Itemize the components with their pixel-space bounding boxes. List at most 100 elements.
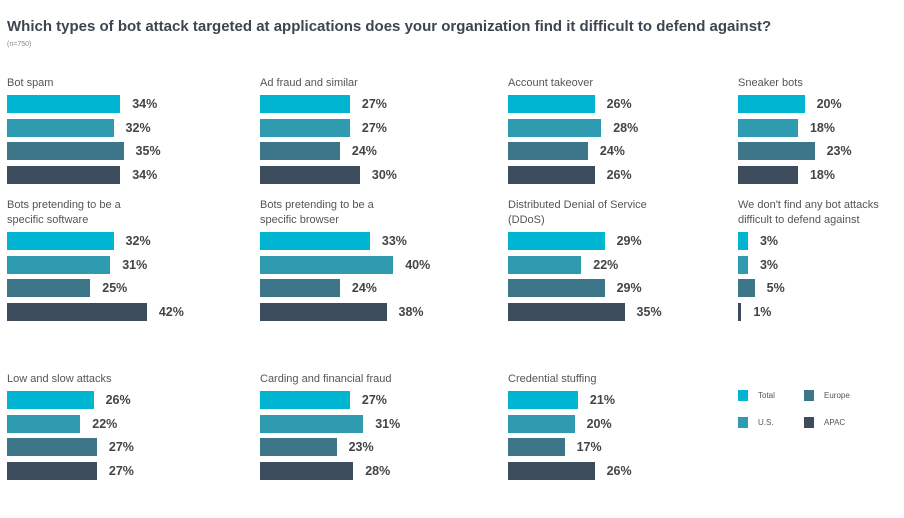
bar-europe — [508, 438, 565, 456]
bar-row: 24% — [260, 279, 480, 297]
panel-label: Bot spam — [7, 77, 54, 89]
panel-label: Sneaker bots — [738, 77, 803, 89]
bar-apac — [260, 302, 387, 321]
chart-title: Which types of bot attack targeted at ap… — [7, 18, 772, 35]
bar-row: 24% — [508, 142, 728, 160]
bar-row: 32% — [7, 118, 227, 137]
data-label: 40% — [405, 257, 431, 272]
panel: Sneaker bots 20% 18% 23% 18% — [738, 59, 904, 189]
data-label: 24% — [351, 281, 377, 295]
data-label: 26% — [105, 393, 131, 407]
data-label: 26% — [606, 97, 632, 111]
panel: Bots pretending to be a specific browser… — [260, 196, 480, 326]
data-label: 25% — [102, 281, 128, 295]
bar-europe — [260, 142, 340, 160]
data-label: 26% — [606, 463, 632, 478]
bar-apac — [508, 302, 625, 321]
bar-us — [260, 255, 394, 274]
bar-total — [7, 232, 114, 250]
panel-label: Distributed Denial of Service (DDoS) — [508, 199, 647, 226]
legend: Total Europe U.S. APAC — [738, 390, 888, 428]
bar-row: 21% — [508, 391, 728, 409]
data-label: 27% — [108, 440, 134, 454]
bar-apac — [7, 461, 97, 480]
bar-row: 5% — [738, 279, 904, 297]
data-label: 1% — [753, 304, 772, 319]
bar-row: 27% — [260, 118, 480, 137]
bar-row: 27% — [260, 95, 480, 113]
data-label: 17% — [576, 440, 602, 454]
bar-row: 29% — [508, 232, 728, 250]
panel: Distributed Denial of Service (DDoS) 29% 2… — [508, 196, 728, 326]
bar-us — [508, 118, 602, 137]
legend-label: APAC — [824, 418, 846, 427]
data-label: 24% — [351, 144, 377, 158]
data-label: 26% — [606, 167, 632, 182]
bar-row: 38% — [260, 302, 480, 321]
bar-row: 22% — [7, 414, 227, 433]
data-label: 23% — [348, 440, 374, 454]
bar-total — [738, 232, 748, 250]
data-label: 27% — [361, 393, 387, 407]
bar-row: 23% — [260, 438, 480, 456]
bar-total — [508, 95, 595, 113]
data-label: 22% — [92, 416, 118, 431]
data-label: 42% — [158, 304, 184, 319]
bar-row: 27% — [260, 391, 480, 409]
bar-row: 3% — [738, 255, 904, 274]
bar-apac — [260, 461, 354, 480]
sample-size: (n=750) — [7, 41, 32, 48]
bar-apac — [508, 461, 595, 480]
bar-europe — [738, 279, 755, 297]
panel: We don't find any bot attacks difficult … — [738, 196, 904, 326]
bar-us — [7, 118, 114, 137]
bar-europe — [508, 142, 588, 160]
bar-row: 31% — [260, 414, 480, 433]
data-label: 18% — [809, 120, 835, 135]
bar-row: 25% — [7, 279, 227, 297]
data-label: 33% — [381, 234, 407, 248]
data-label: 5% — [766, 281, 785, 295]
bar-europe — [508, 279, 605, 297]
data-label: 32% — [125, 234, 151, 248]
data-label: 20% — [816, 97, 842, 111]
bar-europe — [738, 142, 815, 160]
data-label: 29% — [616, 281, 642, 295]
panel-label: Bots pretending to be a specific browser — [260, 199, 374, 226]
bar-total — [508, 232, 605, 250]
bar-europe — [7, 279, 91, 297]
bar-row: 28% — [260, 461, 480, 480]
bar-row: 17% — [508, 438, 728, 456]
bar-us — [508, 255, 582, 274]
bar-row: 26% — [508, 461, 728, 480]
bar-us — [738, 118, 798, 137]
bar-row: 40% — [260, 255, 480, 274]
data-label: 21% — [589, 393, 615, 407]
panel: Bot spam 34% 32% 35% 34% — [7, 59, 227, 189]
bar-us — [7, 414, 81, 433]
bar-total — [738, 95, 805, 113]
bar-row: 42% — [7, 302, 227, 321]
legend-item: U.S. — [738, 417, 804, 428]
panel-label: Carding and financial fraud — [260, 373, 392, 385]
bar-row: 35% — [508, 302, 728, 321]
bar-row: 20% — [738, 95, 904, 113]
bar-total — [260, 95, 350, 113]
data-label: 23% — [826, 144, 852, 158]
bar-europe — [260, 279, 340, 297]
bar-apac — [7, 302, 147, 321]
data-label: 3% — [759, 234, 779, 248]
data-label: 38% — [398, 304, 424, 319]
data-label: 35% — [636, 304, 662, 319]
bar-row: 26% — [508, 165, 728, 184]
bar-us — [7, 255, 111, 274]
legend-label: Total — [758, 391, 775, 400]
panel: Ad fraud and similar 27% 27% 24% 30% — [260, 59, 480, 189]
data-label: 29% — [616, 234, 642, 248]
bar-us — [260, 414, 364, 433]
bar-row: 30% — [260, 165, 480, 184]
legend-swatch — [738, 390, 748, 401]
bar-apac — [738, 302, 742, 321]
legend-swatch — [738, 417, 748, 428]
